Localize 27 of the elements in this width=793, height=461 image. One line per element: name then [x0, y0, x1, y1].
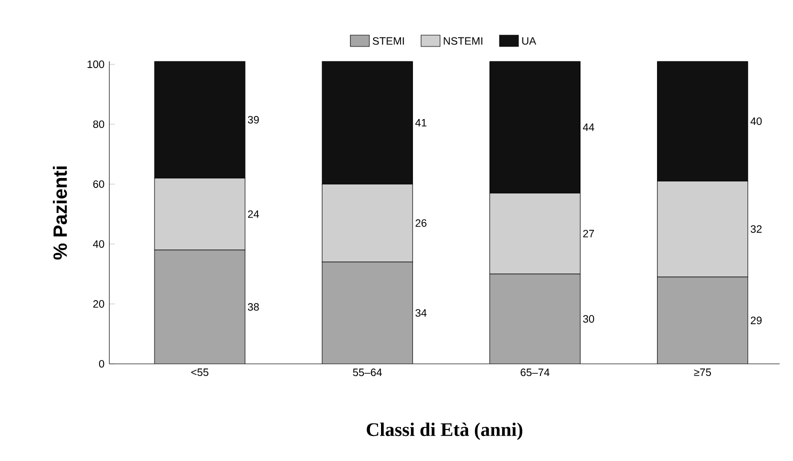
data-label: 26 [416, 219, 426, 227]
data-label: 34 [415, 309, 427, 317]
legend-label: STEMI [372, 37, 404, 45]
data-label: 41 [415, 118, 426, 126]
data-label: 29 [750, 316, 762, 324]
x-tick-label: <55 [191, 368, 208, 376]
data-label: 39 [248, 116, 259, 124]
y-tick-label: 0 [99, 360, 104, 368]
legend-label: UA [522, 37, 536, 45]
data-label: 30 [583, 315, 594, 323]
x-tick-label: 55–64 [352, 368, 382, 376]
legend-label: NSTEMI [444, 37, 482, 45]
data-label: 44 [582, 123, 594, 131]
y-tick-label: 80 [93, 120, 104, 128]
x-tick-label: ≥75 [694, 368, 711, 376]
y-axis-title: % Pazienti [52, 166, 67, 260]
data-label: 32 [750, 225, 762, 233]
data-label: 40 [750, 117, 762, 125]
y-tick-label: 40 [92, 240, 104, 248]
data-label: 24 [248, 210, 260, 218]
y-tick-label: 60 [93, 180, 104, 188]
data-label: 38 [248, 303, 259, 311]
data-label: 27 [583, 230, 594, 238]
x-tick-label: 65–74 [520, 368, 550, 376]
y-tick-label: 100 [88, 60, 104, 68]
y-tick-label: 20 [93, 300, 104, 308]
x-axis-title: Classi di Età (anni) [366, 422, 522, 440]
